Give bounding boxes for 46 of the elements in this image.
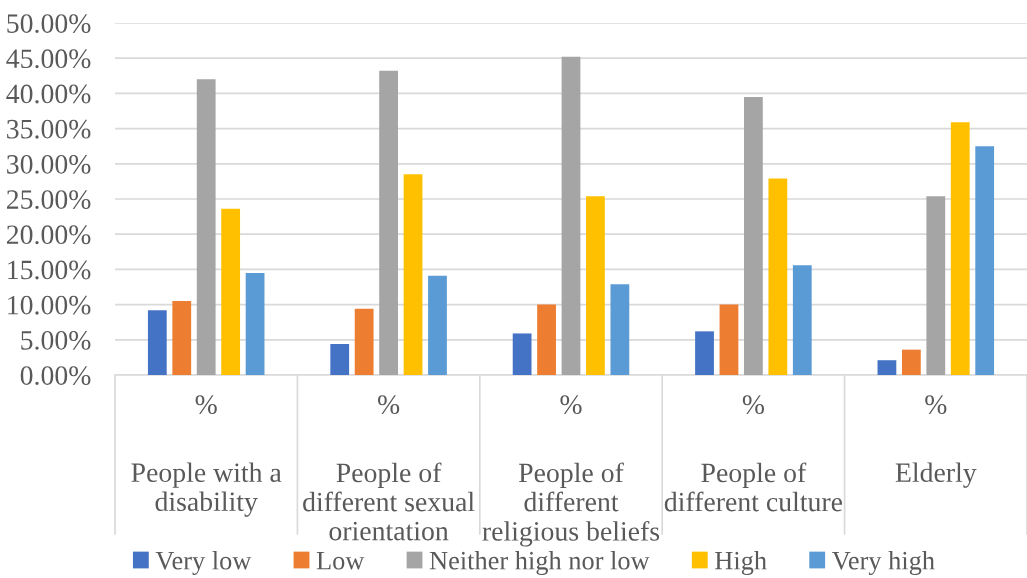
bar [695,331,714,375]
category-label: % People with a disability [131,395,282,517]
y-tick-label: 10.00% [8,295,91,315]
bar [950,122,970,375]
bar [975,146,995,375]
legend-label: Very high [832,551,935,575]
bar [877,360,897,375]
y-tick-label: 5.00% [21,330,91,350]
bar [221,208,241,375]
bar [719,304,739,375]
bar [428,275,447,375]
bar [792,265,812,375]
y-tick-label: 40.00% [6,84,91,104]
bar [354,308,374,375]
bar [610,284,630,375]
bar [172,301,192,375]
bar [512,333,532,375]
y-tick-label: 35.00% [7,119,91,139]
bar [245,272,265,375]
legend-label: Low [316,552,365,570]
bar [744,96,763,375]
y-tick-label: 0.00% [20,366,91,386]
bar [196,79,216,375]
category-label: % People of different religious beliefs [482,395,660,547]
bar [768,178,788,375]
category-label: % People of different culture [664,395,843,512]
legend-label: Neither high nor low [429,551,650,575]
bar [537,304,556,375]
y-tick-label: 15.00% [8,260,91,280]
category-label: % Elderly [895,395,977,488]
category-label: % People of different sexual orientation [303,395,475,541]
y-tick-label: 20.00% [6,225,91,245]
bar [379,70,398,375]
legend-label: Very low [155,551,252,575]
bar [403,174,423,375]
bar [586,196,605,375]
bar [330,344,350,375]
y-tick-label: 50.00% [7,14,91,34]
bar [147,310,167,375]
bar [561,56,581,375]
y-tick-label: 25.00% [6,190,91,210]
bar [926,196,946,375]
legend-label: High [715,551,767,575]
y-tick-label: 30.00% [7,154,91,174]
y-tick-label: 45.00% [6,49,91,69]
bar [901,349,921,375]
